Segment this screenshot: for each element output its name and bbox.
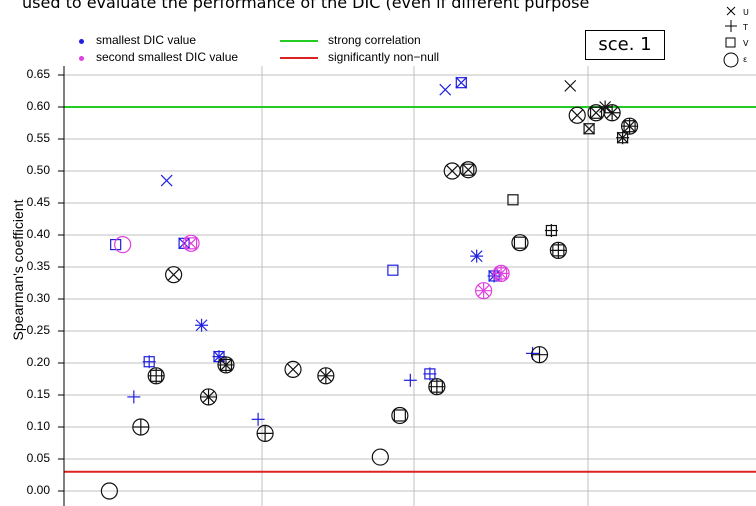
- data-point: [317, 367, 335, 385]
- data-point: [147, 367, 165, 385]
- data-point: [583, 122, 596, 135]
- y-tick-label: 0.40: [26, 227, 50, 241]
- legend-blue-dot: [79, 39, 84, 44]
- data-point: [199, 388, 218, 406]
- legend-strong: strong correlation: [328, 33, 421, 47]
- caption-text: used to evaluate the performance of the …: [22, 0, 590, 12]
- data-point: [470, 249, 484, 263]
- key-e-icon: [723, 52, 739, 68]
- legend-second: second smallest DIC value: [96, 50, 239, 64]
- data-point: [544, 224, 558, 238]
- data-point: [195, 318, 209, 332]
- y-tick-label: 0.10: [26, 419, 50, 433]
- data-point: [455, 76, 468, 89]
- scenario-label: sce. 1: [585, 30, 665, 60]
- key-v-icon: [725, 37, 736, 48]
- y-tick-label: 0.25: [26, 323, 50, 337]
- key-v-label: V: [743, 39, 749, 48]
- data-point: [423, 367, 437, 381]
- data-point: [549, 241, 567, 259]
- data-point: [391, 406, 409, 425]
- data-point: [530, 346, 549, 364]
- y-tick-label: 0.55: [26, 131, 50, 145]
- data-point: [182, 234, 200, 252]
- y-tick-label: 0.45: [26, 195, 50, 209]
- data-point: [568, 106, 586, 124]
- y-axis: [58, 66, 65, 506]
- data-point: [284, 360, 302, 378]
- data-point: [160, 174, 173, 187]
- data-point: [127, 390, 141, 404]
- data-point: [598, 100, 612, 114]
- y-tick-label: 0.15: [26, 387, 50, 401]
- y-tick-label: 0.65: [26, 67, 50, 81]
- data-point: [256, 424, 274, 442]
- y-tick-label: 0.35: [26, 259, 50, 273]
- data-point: [459, 161, 477, 179]
- data-point: [217, 356, 235, 374]
- legend-green-line: [280, 40, 318, 42]
- symbol-key: [723, 6, 739, 68]
- data-point: [165, 266, 183, 284]
- data-point: [371, 448, 389, 466]
- grid: [64, 66, 756, 506]
- data-point: [620, 117, 639, 135]
- data-point: [492, 264, 510, 282]
- data-point: [428, 378, 446, 396]
- data-point: [507, 194, 519, 206]
- data-point: [387, 264, 399, 276]
- data-point: [132, 418, 150, 436]
- data-point: [114, 236, 132, 254]
- legend-smallest: smallest DIC value: [96, 33, 197, 47]
- data-point: [616, 131, 630, 145]
- y-tick-label: 0.50: [26, 163, 50, 177]
- data-points: [100, 76, 639, 500]
- reference-lines: [64, 106, 756, 473]
- data-point: [142, 355, 156, 369]
- legend-magenta-dot: [79, 56, 84, 61]
- key-t-label: T: [743, 23, 748, 32]
- data-point: [475, 282, 493, 300]
- key-u-label: U: [743, 8, 749, 17]
- data-point: [511, 234, 529, 252]
- legend-red-line: [280, 57, 318, 59]
- data-point: [403, 373, 417, 387]
- y-tick-label: 0.05: [26, 451, 50, 465]
- key-u-icon: [726, 6, 736, 16]
- y-tick-label: 0.30: [26, 291, 50, 305]
- y-tick-label: 0.00: [26, 483, 50, 497]
- y-tick-label: 0.20: [26, 355, 50, 369]
- y-tick-label: 0.60: [26, 99, 50, 113]
- data-point: [100, 482, 118, 500]
- legend-nonnull: significantly non−null: [328, 50, 440, 64]
- data-point: [564, 79, 577, 92]
- data-point: [251, 412, 265, 426]
- key-e-label: ε: [743, 55, 748, 64]
- data-point: [603, 104, 621, 122]
- data-point: [439, 83, 452, 96]
- key-t-icon: [725, 20, 737, 32]
